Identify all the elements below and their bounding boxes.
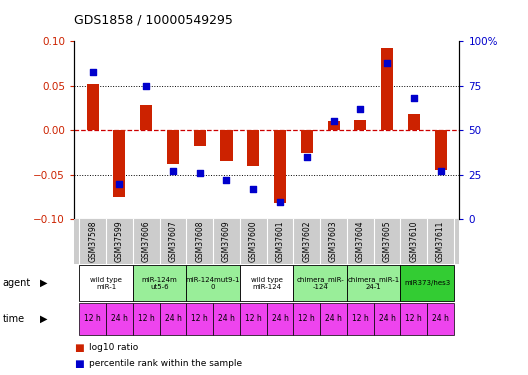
Bar (320, 303, 347, 335)
Text: GSM37603: GSM37603 (329, 221, 338, 262)
Text: time: time (3, 314, 25, 324)
Text: 24 h: 24 h (218, 314, 235, 323)
Bar (427, 303, 454, 335)
Bar (140, 105, 152, 130)
Text: 12 h: 12 h (84, 314, 101, 323)
Bar (159, 303, 186, 335)
Bar (267, 303, 294, 335)
Bar (408, 114, 420, 130)
Bar (374, 303, 400, 335)
Text: GSM37602: GSM37602 (303, 221, 312, 262)
Point (169, 168, 177, 174)
Text: 24 h: 24 h (379, 314, 395, 323)
Point (195, 170, 204, 176)
Text: ▶: ▶ (40, 314, 47, 324)
Bar (400, 303, 427, 335)
Bar (79, 265, 133, 301)
Text: GSM37609: GSM37609 (222, 221, 231, 262)
Bar (213, 303, 240, 335)
Bar (133, 265, 186, 301)
Point (437, 168, 445, 174)
Bar (381, 48, 393, 130)
Point (410, 95, 418, 101)
Point (383, 60, 391, 66)
Text: GSM37611: GSM37611 (436, 221, 445, 262)
Point (276, 199, 284, 205)
Point (142, 83, 150, 89)
Text: GSM37606: GSM37606 (142, 221, 150, 262)
Text: chimera_miR-
-124: chimera_miR- -124 (296, 276, 344, 290)
Point (329, 118, 338, 124)
Bar (400, 265, 454, 301)
Bar (186, 265, 240, 301)
Bar (186, 303, 213, 335)
Text: miR-124mut9-1
0: miR-124mut9-1 0 (186, 277, 240, 290)
Bar (106, 303, 133, 335)
Point (303, 154, 311, 160)
Text: ■: ■ (74, 359, 83, 369)
Bar (294, 303, 320, 335)
Bar (274, 130, 286, 203)
Point (249, 186, 258, 192)
Text: wild type
miR-1: wild type miR-1 (90, 277, 122, 290)
Text: 12 h: 12 h (298, 314, 315, 323)
Text: GSM37600: GSM37600 (249, 221, 258, 262)
Bar (347, 303, 374, 335)
Text: 12 h: 12 h (352, 314, 369, 323)
Text: 24 h: 24 h (271, 314, 288, 323)
Text: 24 h: 24 h (325, 314, 342, 323)
Text: 12 h: 12 h (245, 314, 262, 323)
Bar (114, 130, 126, 197)
Text: log10 ratio: log10 ratio (89, 344, 138, 352)
Text: GSM37607: GSM37607 (168, 221, 177, 262)
Bar (167, 130, 179, 164)
Text: miR373/hes3: miR373/hes3 (404, 280, 450, 286)
Bar (347, 265, 400, 301)
Text: GSM37605: GSM37605 (383, 221, 392, 262)
Bar (221, 130, 232, 162)
Bar (294, 265, 347, 301)
Text: GSM37610: GSM37610 (409, 221, 418, 262)
Text: 12 h: 12 h (191, 314, 208, 323)
Bar (240, 265, 294, 301)
Text: GSM37604: GSM37604 (356, 221, 365, 262)
Text: percentile rank within the sample: percentile rank within the sample (89, 359, 242, 368)
Point (115, 181, 124, 187)
Text: GSM37599: GSM37599 (115, 221, 124, 262)
Text: 24 h: 24 h (432, 314, 449, 323)
Bar (194, 130, 206, 146)
Bar (301, 130, 313, 153)
Text: ■: ■ (74, 343, 83, 353)
Text: GSM37598: GSM37598 (88, 221, 97, 262)
Bar (247, 130, 259, 166)
Bar (79, 303, 106, 335)
Text: wild type
miR-124: wild type miR-124 (251, 277, 282, 290)
Bar (435, 130, 447, 170)
Point (88, 69, 97, 75)
Bar (87, 84, 99, 130)
Text: agent: agent (3, 278, 31, 288)
Text: GSM37608: GSM37608 (195, 221, 204, 262)
Text: GDS1858 / 10000549295: GDS1858 / 10000549295 (74, 13, 233, 26)
Bar (327, 122, 340, 130)
Text: 24 h: 24 h (111, 314, 128, 323)
Text: GSM37601: GSM37601 (276, 221, 285, 262)
Text: chimera_miR-1
24-1: chimera_miR-1 24-1 (347, 276, 400, 290)
Text: 12 h: 12 h (138, 314, 155, 323)
Bar (133, 303, 159, 335)
Bar (354, 120, 366, 130)
Point (356, 106, 364, 112)
Text: 12 h: 12 h (406, 314, 422, 323)
Text: ▶: ▶ (40, 278, 47, 288)
Bar (240, 303, 267, 335)
Point (222, 177, 231, 183)
Text: miR-124m
ut5-6: miR-124m ut5-6 (142, 277, 177, 290)
Text: 24 h: 24 h (165, 314, 182, 323)
